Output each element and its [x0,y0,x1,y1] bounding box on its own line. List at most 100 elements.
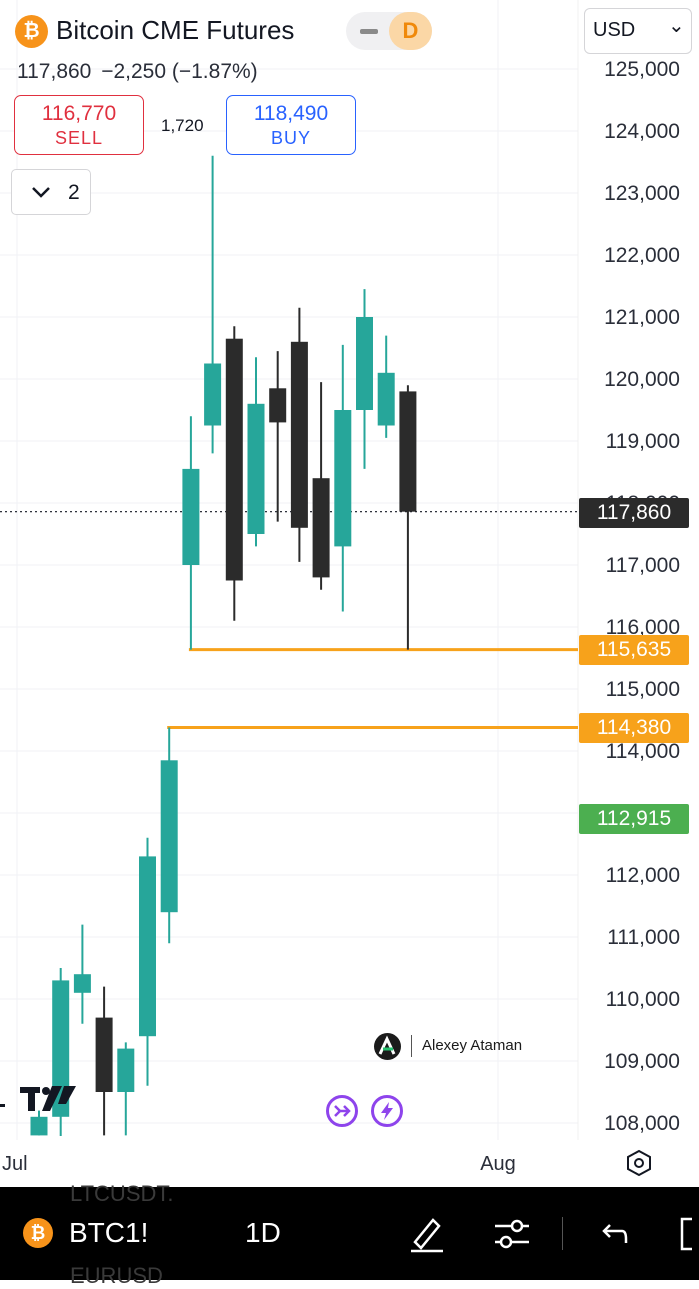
price-change-percent: (−1.87%) [171,60,258,83]
candle-body [73,974,91,993]
lightning-glyph [381,1102,393,1120]
interval-toggle[interactable]: D [346,12,432,50]
candle-body [160,760,178,913]
y-tick-label: 116,000 [606,616,680,639]
hexagon-glyph [627,1149,651,1177]
y-tick-label: 124,000 [604,120,680,143]
draw-pencil-icon[interactable] [407,1214,447,1254]
candle [312,382,330,590]
buy-button[interactable]: 118,490 BUY [226,95,356,155]
candle [139,837,156,1086]
candles [30,155,417,1136]
fullscreen-glyph [680,1217,692,1251]
price-summary: 117,860 −2,250 (−1.87%) [17,60,258,84]
candle-body [139,856,156,1037]
candle [225,326,243,621]
y-tick-label: 125,000 [604,58,680,81]
candle-body [95,1017,113,1092]
candle [356,289,373,469]
price-axis: 125,000 124,000 123,000 122,000 121,000 120,0… [604,58,680,1135]
price-change: −2,250 [101,60,167,83]
pencil-glyph [411,1218,443,1253]
x-tick-label: Aug [480,1153,516,1175]
y-tick-label: 123,000 [604,182,680,205]
sell-price: 116,770 [41,102,117,125]
time-axis: Jul Aug [2,1153,516,1175]
x-tick-label: Jul [2,1153,28,1175]
level-lower-tag: 114,380 [579,713,689,743]
fullscreen-icon[interactable] [678,1216,699,1252]
indicator-count: 2 [68,181,80,204]
y-tick-label: 109,000 [604,1050,680,1073]
green-price-tag: 112,915 [579,804,689,834]
y-tick-label: 108,000 [604,1112,680,1135]
candle [269,351,287,522]
author-name: Alexey Ataman [422,1037,523,1054]
indicators-sliders-icon[interactable] [492,1216,532,1252]
undo-glyph [602,1224,628,1243]
y-tick-label: 119,000 [606,430,680,453]
tradingview-logo-glyph [0,1086,76,1111]
candle [30,1110,48,1136]
bitcoin-icon: ₿ [23,1218,53,1248]
interval-button[interactable]: 1D [245,1217,281,1248]
candle [73,924,91,1024]
candle [95,986,113,1136]
last-price-tag: 117,860 [579,498,689,528]
interval-badge-label: D [402,18,419,43]
price-chart[interactable]: 125,000 124,000 123,000 122,000 121,000 120,0… [0,0,699,1187]
candle-body [117,1048,135,1092]
minus-icon [360,29,378,34]
y-tick-label: 110,000 [606,988,680,1011]
candle-body [377,372,395,426]
candle-body [182,468,200,565]
buy-price: 118,490 [253,102,329,125]
watermark-divider [411,1035,412,1057]
replay-icon[interactable] [326,1095,358,1127]
y-tick-label: 111,000 [607,926,680,949]
candle [334,344,352,612]
candle-body [30,1116,48,1136]
ghost-symbol-bottom: EURUSD [70,1263,163,1288]
candle [247,357,265,547]
chart-settings-icon[interactable] [624,1148,654,1178]
candle-body [399,391,417,512]
currency-label: USD [593,19,636,41]
ghost-symbol-top: LTCUSDT. [70,1181,174,1206]
last-price: 117,860 [17,60,92,83]
candle [290,307,308,562]
replay-arrows-glyph [334,1105,351,1117]
buy-label: BUY [270,128,311,148]
y-tick-label: 122,000 [604,244,680,267]
bottom-toolbar: LTCUSDT. EURUSD ₿ BTC1! 1D [0,1181,699,1288]
tradingview-logo-icon [0,1080,80,1114]
collapse-indicators-button[interactable]: 2 [11,169,91,215]
candle-body [204,363,222,426]
chevron-down-icon: ⌄ [668,15,685,37]
candle-body [52,980,70,1117]
symbol-title[interactable]: Bitcoin CME Futures [56,15,295,45]
candle-body [312,478,330,578]
candle-body [247,403,265,534]
candle [399,385,417,650]
sliders-glyph [495,1219,529,1249]
sell-button[interactable]: 116,770 SELL [14,95,144,155]
candle-body [269,388,287,423]
currency-select[interactable]: USD ⌄ [584,8,692,54]
lightning-icon[interactable] [371,1095,403,1127]
sell-label: SELL [54,128,104,148]
y-tick-label: 114,000 [606,740,680,763]
level-upper-tag: 115,635 [579,635,689,665]
symbol-button[interactable]: BTC1! [69,1217,149,1248]
toolbar-divider [562,1217,563,1250]
candle [377,335,395,438]
candle [52,968,70,1136]
y-tick-label: 117,000 [606,554,680,577]
y-tick-label: 115,000 [606,678,680,701]
bitcoin-icon: ₿ [15,15,48,48]
undo-icon[interactable] [596,1217,630,1251]
chevron-down-icon [32,187,50,198]
candle-body [225,338,243,581]
interval-badge [389,12,432,50]
candle [117,1042,135,1136]
